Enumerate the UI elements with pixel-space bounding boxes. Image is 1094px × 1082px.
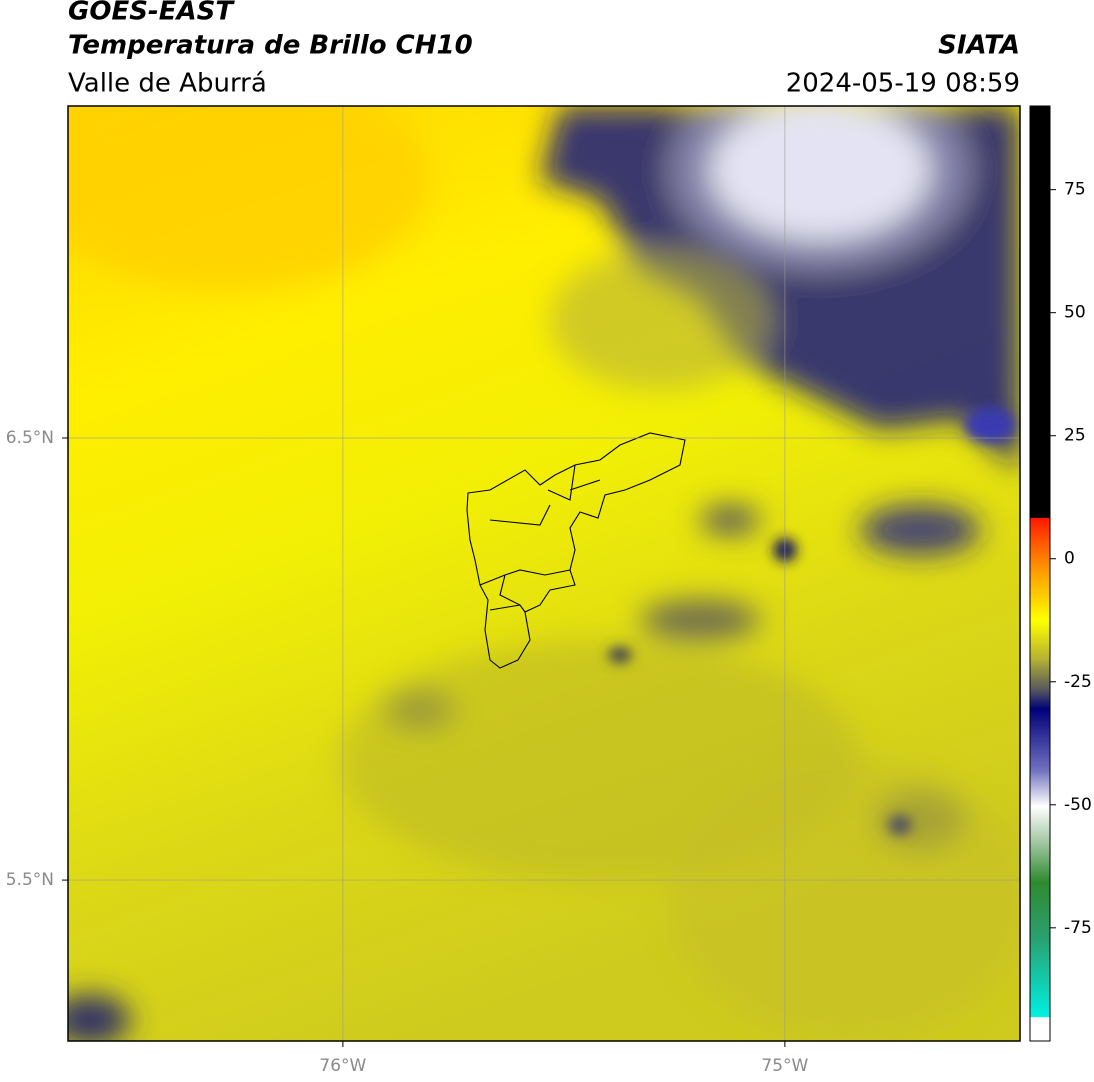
x-tick-label: 75°W [761, 1056, 808, 1076]
map-frame [67, 105, 1021, 1042]
x-tick-label: 76°W [319, 1056, 366, 1076]
graticule [68, 106, 1020, 1041]
title: GOES-EAST [68, 0, 235, 27]
colorbar-tick-label: 50 [1064, 303, 1086, 323]
colorbar-tick-label: -75 [1064, 918, 1092, 938]
municipality-boundaries [466, 432, 686, 669]
colorbar-tick-label: -25 [1064, 672, 1092, 692]
colorbar-tick-label: -50 [1064, 795, 1092, 815]
region: Valle de Aburrá [68, 69, 267, 99]
colorbar-tick-label: 25 [1064, 426, 1086, 446]
satellite-image [68, 106, 1020, 1041]
y-tick-label: 5.5°N [6, 870, 54, 890]
source: SIATA [938, 31, 1020, 61]
colorbar-tick-label: 75 [1064, 180, 1086, 200]
subtitle: Temperatura de Brillo CH10 [68, 31, 473, 61]
colorbar [1029, 105, 1051, 1042]
y-tick-label: 6.5°N [6, 428, 54, 448]
colorbar-tick-label: 0 [1064, 549, 1075, 569]
datetime: 2024-05-19 08:59 [786, 69, 1020, 99]
